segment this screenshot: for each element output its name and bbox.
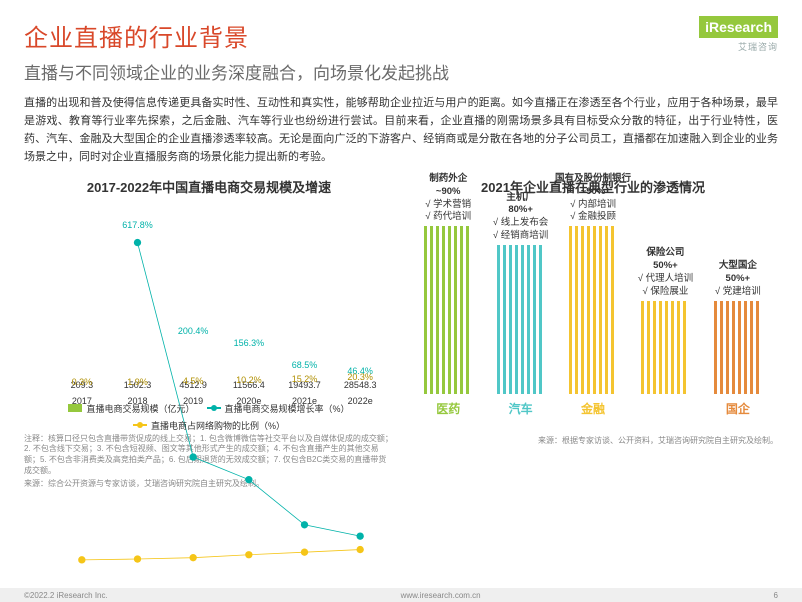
legend-line1: 直播电商交易规模增长率（%） [225,402,350,415]
penetration-bar-slot: 主机厂80%+√ 线上发布会√ 经销商培训汽车 [484,208,556,394]
body-paragraph: 直播的出现和普及使得信息传递更具备实时性、互动性和真实性，能够帮助企业拉近与用户… [24,94,778,167]
category-label: 医药 [436,400,460,417]
penetration-bar [424,226,472,393]
footer-url: www.iresearch.com.cn [401,591,481,600]
left-chart-legend: 直播电商交易规模（亿元） 直播电商交易规模增长率（%） 直播电商占网络购物的比例… [24,402,394,432]
line-point-label: 20.3% [347,372,373,382]
legend-line2: 直播电商占网络购物的比例（%） [151,419,285,432]
penetration-bar-slot: 大型国企50%+√ 党建培训国企 [702,208,774,394]
logo: iResearch 艾瑞咨询 [699,16,778,53]
right-chart: 2021年企业直播在典型行业的渗透情况 制药外企~90%√ 学术营销√ 药代培训… [408,175,778,490]
category-label: 金融 [581,400,605,417]
left-chart-title: 2017-2022年中国直播电商交易规模及增速 [24,177,394,196]
penetration-bar-slot: 保险公司50%+√ 代理人培训√ 保险展业 [629,208,701,394]
penetration-bar [569,226,617,393]
footer-bar: ©2022.2 iResearch Inc. www.iresearch.com… [0,588,802,602]
right-source: 来源：根据专家访谈、公开资料，艾瑞咨询研究院自主研究及绘制。 [408,436,778,447]
penetration-bar-slot: 国有及股份制银行~90%√ 内部培训√ 金融投顾金融 [557,208,629,394]
bar-annotation: 大型国企50%+√ 党建培训 [715,260,761,298]
penetration-bar [641,301,689,394]
line-point-label: 15.2% [292,374,318,384]
logo-sub: 艾瑞咨询 [699,40,778,53]
bar-annotation: 主机厂80%+√ 线上发布会√ 经销商培训 [493,192,548,243]
page-subtitle: 直播与不同领域企业的业务深度融合，向场景化发起挑战 [24,59,778,84]
penetration-bar [497,245,545,394]
bar-annotation: 保险公司50%+√ 代理人培训√ 保险展业 [638,247,693,298]
line-point-label: 10.2% [236,375,262,385]
line-point-label: 156.3% [234,338,265,348]
bar-annotation: 国有及股份制银行~90%√ 内部培训√ 金融投顾 [555,173,631,224]
line-point-label: 4.5% [183,376,204,386]
penetration-bar-slot: 制药外企~90%√ 学术营销√ 药代培训医药 [412,208,484,394]
category-label: 汽车 [509,400,533,417]
left-chart: 2017-2022年中国直播电商交易规模及增速 209.320171502.32… [24,175,394,490]
footer-copy: ©2022.2 iResearch Inc. [24,591,108,600]
footer-page: 6 [774,591,778,600]
logo-brand: iResearch [699,16,778,38]
line-overlay [54,226,388,560]
penetration-bar [714,301,762,394]
line-point-label: 200.4% [178,326,209,336]
category-label: 国企 [726,400,750,417]
line-point-label: 617.8% [122,220,153,230]
page-title: 企业直播的行业背景 [24,18,778,53]
line-point-label: 0.3% [72,377,93,387]
bar-annotation: 制药外企~90%√ 学术营销√ 药代培训 [425,173,471,224]
line-point-label: 68.5% [292,360,318,370]
legend-bar: 直播电商交易规模（亿元） [86,402,194,415]
line-point-label: 1.9% [127,377,148,387]
